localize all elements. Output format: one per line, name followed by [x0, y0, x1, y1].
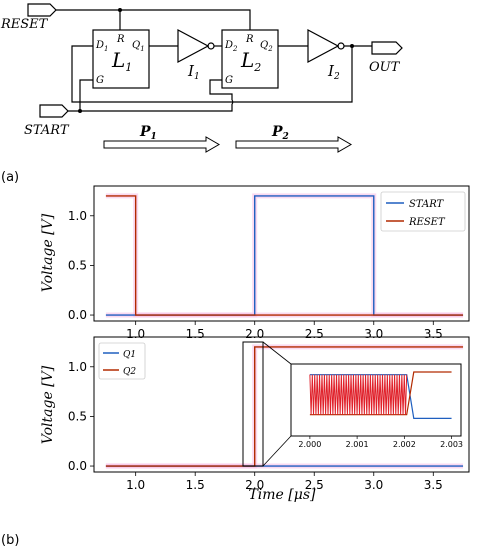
q1-label: Q	[132, 40, 140, 51]
top-xtick-label-3: 2.5	[305, 327, 324, 341]
svg-text:D2: D2	[224, 40, 238, 53]
q2-label: Q	[260, 40, 268, 51]
start-label: START	[24, 123, 70, 138]
svg-text:L2: L2	[240, 48, 261, 74]
p2-arrow	[235, 136, 353, 153]
bottom-xtick-label-3: 2.5	[305, 478, 324, 492]
p2-label: P	[271, 124, 283, 140]
bottom-ytick-label-2: 1.0	[68, 360, 87, 374]
g1-label: G	[96, 75, 104, 86]
p-arrows	[103, 136, 353, 153]
reset-pin	[27, 3, 57, 17]
r2-label: R	[245, 34, 254, 45]
bottom-xtick-label-4: 3.0	[364, 478, 383, 492]
d2-label: D	[224, 40, 233, 51]
svg-text:L1: L1	[111, 48, 132, 74]
svg-text:P2: P2	[271, 124, 289, 142]
reset-label: RESET	[0, 17, 49, 32]
svg-text:START: START	[24, 123, 70, 138]
chart-top-ylabel: Voltage [V]	[40, 213, 56, 292]
i1-label: I	[187, 62, 195, 80]
svg-text:R: R	[116, 34, 125, 45]
bottom-xtick-label-2: 2.0	[245, 478, 264, 492]
inset-xtick-label-0: 2.000	[298, 440, 321, 449]
circuit-diagram	[27, 3, 403, 118]
inset-xtick-label-1: 2.001	[346, 440, 369, 449]
bottom-xtick-label-5: 3.5	[424, 478, 443, 492]
inset-xtick-label-3: 2.003	[440, 440, 463, 449]
top-ytick-label-2: 1.0	[68, 209, 87, 223]
top-ytick-label-1: 0.5	[68, 258, 87, 272]
svg-text:Q1: Q1	[132, 40, 145, 53]
out-label: OUT	[369, 60, 401, 75]
panel-label-a: (a)	[1, 170, 19, 185]
g2-label: G	[225, 75, 233, 86]
out-pin	[371, 41, 403, 55]
svg-text:RESET: RESET	[0, 17, 49, 32]
bottom-series-1	[105, 346, 464, 467]
svg-text:I2: I2	[327, 62, 340, 82]
chart-top-frame	[93, 185, 470, 322]
latch-l1	[92, 29, 150, 89]
legend-q2: Q2	[123, 367, 136, 377]
svg-text:Q1: Q1	[123, 350, 136, 360]
i2-label: I	[327, 62, 335, 80]
l1-label: L	[111, 48, 125, 72]
chart-bottom-xlabel: Time [μs]	[248, 487, 316, 503]
top-xtick-label-4: 3.0	[364, 327, 383, 341]
chart-top: 1.0 1.5 2.0 2.5 3.0 3.50.00.51.0 Voltage [V] …	[40, 185, 470, 341]
chart-top-marks	[105, 193, 464, 318]
top-series-1	[105, 195, 464, 316]
bottom-xtick-label-1: 1.5	[186, 478, 205, 492]
svg-text:OUT: OUT	[369, 60, 401, 75]
inset-xtick-label-2: 2.002	[393, 440, 416, 449]
bottom-ytick-label-0: 0.0	[68, 459, 87, 473]
legend-q1: Q1	[123, 350, 136, 360]
l2-label: L	[240, 48, 254, 72]
inset-oscillation	[309, 374, 408, 415]
p1-arrow	[103, 136, 221, 153]
chart-bottom: 1.0 1.5 2.0 2.5 3.0 3.50.00.51.0 Voltage [V] …	[40, 336, 470, 503]
panel-label-b: (b)	[1, 533, 19, 548]
chart-top-legend: START RESET	[380, 191, 466, 232]
inset-ticks: 2.000 2.001 2.002 2.003	[298, 436, 463, 449]
zoom-box	[242, 341, 264, 467]
top-xtick-label-0: 1.0	[126, 327, 145, 341]
inset-q2	[309, 371, 452, 416]
inset-marks	[309, 371, 452, 419]
svg-text:Q2: Q2	[260, 40, 273, 53]
top-xtick-label-5: 3.5	[424, 327, 443, 341]
svg-text:P1: P1	[139, 124, 157, 142]
inverter-i2	[307, 29, 340, 63]
svg-text:Q2: Q2	[123, 367, 136, 377]
svg-text:G: G	[96, 75, 104, 86]
start-pin	[39, 104, 69, 118]
legend-start: START	[409, 199, 445, 210]
chart-bottom-frame	[93, 336, 470, 473]
bottom-xtick-label-0: 1.0	[126, 478, 145, 492]
svg-text:D1: D1	[95, 40, 109, 53]
chart-bottom-legend: Q1 Q2	[98, 342, 146, 380]
svg-text:R: R	[245, 34, 254, 45]
top-xtick-label-2: 2.0	[245, 327, 264, 341]
d1-label: D	[95, 40, 104, 51]
chart-bottom-ylabel: Voltage [V]	[40, 365, 56, 444]
legend-reset: RESET	[408, 217, 446, 228]
top-xtick-label-1: 1.5	[186, 327, 205, 341]
circuit-labels: RESET START OUT D1 R Q1 L1 G D2 R Q2 L2 …	[0, 17, 401, 142]
top-ytick-label-0: 0.0	[68, 308, 87, 322]
bottom-ytick-label-1: 0.5	[68, 409, 87, 423]
r1-label: R	[116, 34, 125, 45]
p1-label: P	[139, 124, 151, 140]
svg-text:G: G	[225, 75, 233, 86]
inverter-i1	[177, 29, 210, 63]
chart-bottom-marks	[105, 344, 464, 469]
svg-text:I1: I1	[187, 62, 200, 82]
chart-bottom-ticks: 1.0 1.5 2.0 2.5 3.0 3.5 0.0 0.5 1.0	[68, 360, 443, 492]
